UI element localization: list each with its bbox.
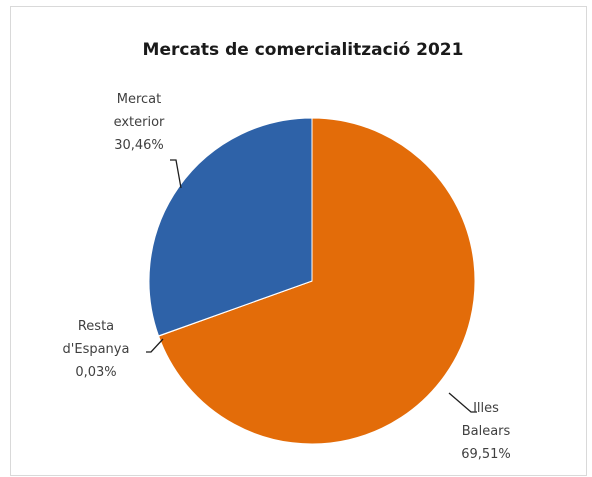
slice-name-label: Mercat	[117, 92, 161, 107]
slice-label: Illes Balears 69,51%	[461, 401, 511, 462]
slice-name-label: exterior	[114, 115, 165, 130]
slice-value-label: 69,51%	[461, 447, 511, 462]
pie-slice-illes-balears	[157, 117, 476, 445]
slice-value-label: 30,46%	[114, 138, 164, 153]
slice-name-label: Resta	[78, 319, 114, 334]
leader-line	[448, 392, 477, 413]
chart-title: Mercats de comercialització 2021	[143, 40, 464, 60]
slice-label: Resta d'Espanya 0,03%	[63, 319, 130, 380]
pie-slice-mercat-exterior	[148, 117, 313, 337]
leader-line	[146, 338, 164, 353]
leader-line	[170, 159, 182, 189]
slice-value-label: 0,03%	[75, 365, 116, 380]
slice-name-label: d'Espanya	[63, 342, 130, 357]
slice-label: Mercat exterior 30,46%	[114, 92, 165, 153]
slice-name-label: Balears	[462, 424, 511, 439]
pie-chart: Mercats de comercialització 2021 Illes Ba…	[63, 40, 511, 462]
slice-name-label: Illes	[473, 401, 499, 416]
chart-area: Mercats de comercialització 2021 Illes Ba…	[10, 6, 587, 476]
